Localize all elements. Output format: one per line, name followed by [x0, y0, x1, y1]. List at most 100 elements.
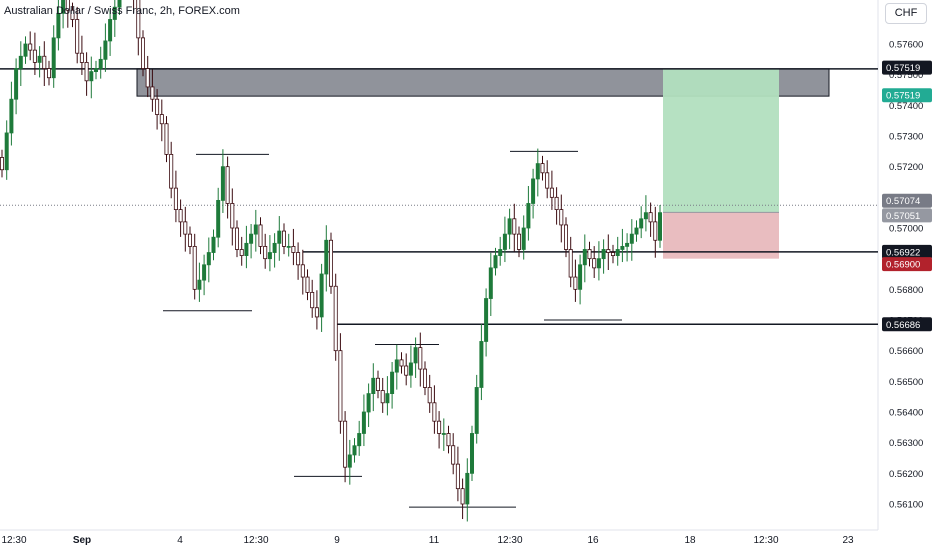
candle [545, 160, 550, 199]
candle [460, 478, 465, 520]
price-tick-label: 0.56600 [889, 346, 923, 357]
candle [446, 425, 451, 454]
candle-body [432, 402, 437, 422]
candle [648, 202, 653, 237]
candle [216, 187, 221, 248]
price-tick-label: 0.57400 [889, 101, 923, 112]
candle [23, 36, 28, 64]
candle [366, 383, 371, 428]
candle [145, 55, 150, 98]
stop-loss-price-tag: 0.56900 [886, 260, 920, 271]
candle-body [404, 365, 409, 376]
candle [469, 425, 474, 481]
candle-body [112, 6, 117, 20]
time-tick-label: 11 [429, 535, 440, 546]
candle-body [169, 153, 174, 189]
candle [197, 262, 202, 302]
currency-button[interactable]: CHF [885, 3, 927, 24]
time-tick-label: 12:30 [243, 535, 268, 546]
candle [314, 290, 319, 330]
candle-body [474, 387, 479, 434]
candle [611, 244, 616, 264]
candle [625, 233, 630, 262]
candle [343, 411, 348, 483]
candle [573, 259, 578, 302]
candle-body [554, 196, 559, 210]
candle-body [620, 245, 625, 250]
candle-body [347, 454, 352, 468]
candle-body [61, 0, 66, 14]
candle [286, 233, 291, 257]
candle [9, 81, 14, 146]
candle [479, 323, 484, 401]
candle-body [375, 377, 380, 391]
price-tick-label: 0.57600 [889, 40, 923, 51]
time-tick-label: 23 [842, 535, 854, 546]
candle-body [258, 224, 263, 247]
candle [173, 170, 178, 223]
time-tick-label: 9 [334, 535, 340, 546]
candle [117, 0, 122, 15]
candle [155, 89, 160, 130]
candle-body [502, 233, 507, 250]
candle-body [455, 463, 460, 490]
candle-body [136, 0, 141, 39]
candle [277, 216, 282, 261]
candle-body [451, 445, 456, 465]
time-tick-label: 4 [177, 535, 183, 546]
price-tick-label: 0.57300 [889, 132, 923, 143]
candle [418, 332, 423, 387]
candle [0, 149, 4, 178]
zone-top-price-tag-bg [882, 60, 932, 75]
candle-body [98, 58, 103, 69]
candle [493, 247, 498, 276]
candle [592, 246, 597, 278]
candle [4, 120, 9, 180]
candle-body [56, 12, 61, 39]
candle [32, 32, 37, 75]
candle-body [643, 212, 648, 220]
candle-body [159, 114, 164, 125]
candle-body [103, 40, 108, 60]
candle-body [183, 221, 188, 235]
candle-body [300, 264, 305, 278]
candle [234, 220, 239, 258]
candle [512, 203, 517, 252]
price-tick-label: 0.57500 [889, 70, 923, 81]
candle-body [47, 68, 52, 79]
candle [582, 234, 587, 283]
candle [394, 344, 399, 390]
candle-body [216, 199, 221, 238]
candle [521, 215, 526, 260]
candle-body [281, 230, 286, 247]
time-tick-label: Sep [73, 535, 91, 546]
entry-price-tag: 0.57051 [886, 211, 920, 222]
candle-body [70, 9, 75, 20]
candle [310, 279, 315, 318]
stop-loss-price-tag-bg [882, 257, 932, 272]
candle [89, 56, 94, 99]
candle-body [596, 258, 601, 269]
candle-body [493, 255, 498, 269]
candle-body [587, 249, 592, 260]
candle [653, 206, 658, 258]
symbol-title: Australian Dollar / Swiss Franc, 2h, FOR… [4, 5, 240, 17]
candle-body [535, 163, 540, 180]
candle-body [145, 68, 150, 88]
candle [328, 232, 333, 294]
candle-body [310, 291, 315, 309]
candle-body [9, 98, 14, 134]
candle [549, 170, 554, 210]
candle-body [94, 68, 99, 72]
candle-body [187, 233, 192, 247]
candle [94, 60, 99, 80]
candle [291, 228, 296, 266]
candle-body [564, 224, 569, 250]
candle-body [277, 230, 282, 244]
candle-body [582, 249, 587, 266]
candle [202, 254, 207, 296]
candle-body [51, 37, 56, 79]
current-price-tag-bg [882, 193, 932, 208]
candle [239, 236, 244, 266]
